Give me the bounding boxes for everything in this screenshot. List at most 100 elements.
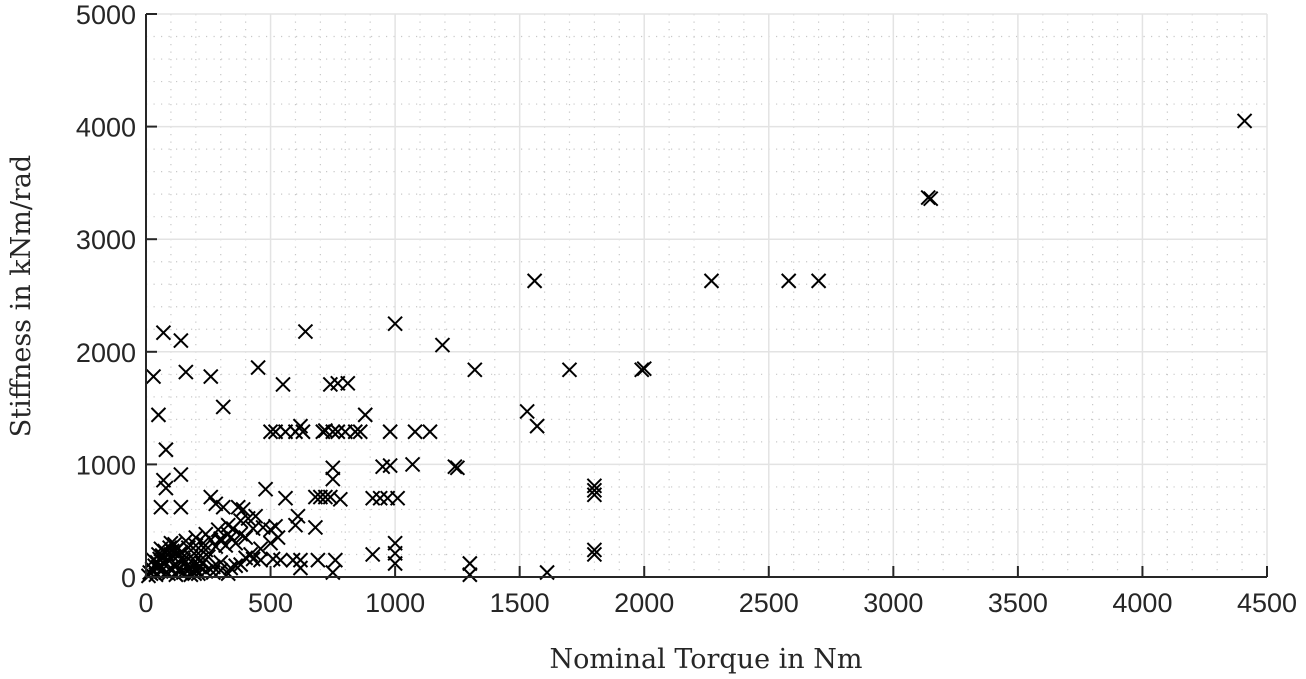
data-point-marker [220, 517, 236, 533]
data-point-marker [155, 324, 172, 341]
minor-grid [146, 14, 1267, 577]
x-axis-title: Nominal Torque in Nm [550, 644, 863, 675]
data-point-marker [322, 489, 339, 505]
data-point-marker [227, 558, 244, 574]
data-point-marker [561, 362, 578, 378]
data-point-marker [317, 489, 334, 505]
data-point-marker [213, 554, 229, 571]
data-point-marker [526, 273, 543, 289]
data-point-marker [215, 399, 231, 415]
x-tick-label: 1000 [365, 588, 425, 618]
data-point-marker [387, 315, 403, 332]
data-point-marker [262, 535, 279, 551]
data-point-marker [372, 490, 388, 506]
data-point-marker [227, 535, 244, 551]
data-point-marker [173, 332, 189, 349]
data-point-marker [215, 499, 231, 515]
data-point-marker [145, 368, 162, 385]
data-point-marker [178, 364, 194, 380]
data-point-marker [434, 337, 451, 353]
data-point-marker [357, 407, 373, 423]
x-tick-label: 2500 [739, 588, 799, 618]
data-point-marker [250, 359, 266, 376]
y-tick-label: 2000 [76, 338, 136, 368]
data-point-marker [332, 491, 349, 508]
data-point-marker [389, 490, 406, 506]
data-point-marker [586, 482, 603, 499]
x-tick-label: 4000 [1112, 588, 1172, 618]
data-point-marker [317, 422, 334, 439]
data-point-marker [178, 533, 194, 549]
data-point-marker [210, 522, 226, 538]
data-point-marker [292, 552, 309, 568]
data-point-marker [252, 541, 269, 557]
x-tick-label: 500 [248, 588, 293, 618]
data-point-marker [586, 546, 603, 563]
x-tick-label: 0 [138, 588, 153, 618]
data-point-marker [275, 376, 291, 393]
data-point-marker [265, 551, 281, 567]
data-point-marker [247, 508, 264, 524]
data-point-marker [422, 424, 438, 440]
data-point-marker [270, 529, 286, 546]
data-point-marker [262, 424, 279, 440]
data-point-marker [292, 418, 309, 434]
y-axis-title: Stiffness in kNm/rad [6, 155, 37, 437]
data-point-marker [203, 489, 219, 505]
data-point-marker [322, 376, 339, 393]
data-point-marker [205, 559, 221, 575]
data-point-marker [340, 375, 356, 392]
data-point-marker [237, 529, 254, 546]
x-tick-label: 3000 [863, 588, 923, 618]
data-point-marker [382, 424, 398, 440]
data-point-marker [407, 424, 423, 440]
data-point-marker [188, 529, 204, 546]
x-tick-label: 1500 [490, 588, 550, 618]
x-tick-label: 3500 [988, 588, 1048, 618]
data-point-marker [922, 190, 939, 207]
data-point-marker [277, 490, 294, 506]
data-point-marker [237, 550, 254, 566]
data-point-marker [287, 517, 304, 533]
data-point-marker [245, 520, 261, 537]
data-point-marker [198, 526, 214, 542]
data-point-marker [150, 407, 167, 423]
y-tick-label: 4000 [76, 113, 136, 143]
data-point-marker [364, 490, 381, 506]
data-point-marker [295, 424, 311, 440]
data-point-marker [327, 552, 344, 568]
data-point-marker [382, 457, 398, 474]
data-point-marker [780, 273, 797, 289]
data-point-marker [586, 487, 603, 503]
data-point-marker [449, 460, 466, 476]
data-point-marker [173, 466, 189, 483]
data-point-marker [242, 546, 259, 563]
data-point-marker [529, 418, 545, 434]
x-tick-label: 4500 [1237, 588, 1297, 618]
data-point-marker [218, 537, 234, 554]
data-point-marker [703, 273, 720, 289]
data-point-marker [208, 496, 224, 512]
data-point-marker [387, 555, 403, 572]
y-tick-label: 5000 [76, 0, 136, 30]
data-point-marker [467, 362, 483, 378]
data-point-marker [285, 552, 301, 568]
data-point-marker [297, 323, 314, 340]
data-point-marker [1236, 113, 1253, 129]
data-point-marker [163, 535, 179, 551]
y-tick-labels: 0 1000 2000 3000 4000 5000 [76, 0, 136, 593]
data-point-marker [330, 424, 346, 440]
data-point-marker [462, 555, 478, 572]
data-point-marker [166, 536, 183, 553]
x-tick-label: 2000 [614, 588, 674, 618]
y-tick-label: 3000 [76, 225, 136, 255]
data-point-marker [364, 546, 381, 563]
data-point-marker [325, 460, 341, 476]
data-point-marker [636, 360, 652, 377]
data-point-marker [347, 424, 363, 440]
data-point-marker [213, 562, 229, 578]
data-point-marker [257, 481, 274, 497]
data-point-marker [277, 424, 294, 440]
data-point-marker [203, 368, 219, 385]
